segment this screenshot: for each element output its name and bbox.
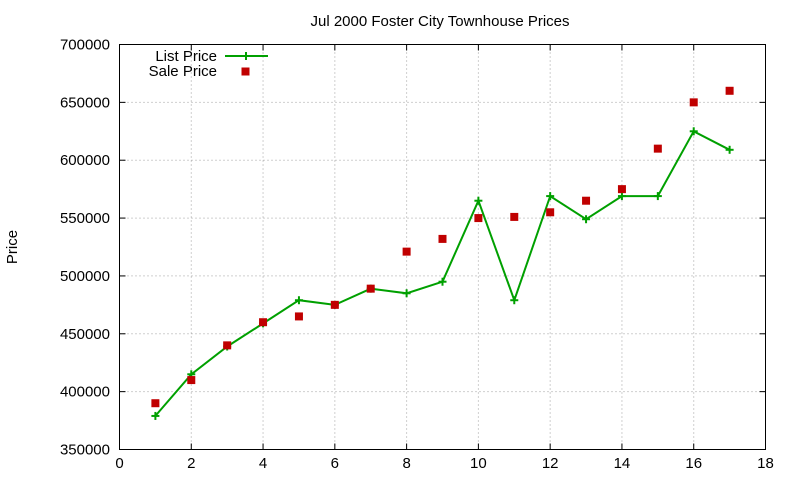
sale-price-point <box>474 214 483 223</box>
list-price-point <box>510 296 519 305</box>
list-price-point <box>725 145 734 154</box>
sale-price-point <box>223 341 232 350</box>
y-tick-labels: 350000 400000 450000 500000 550000 600000 6500… <box>60 37 110 459</box>
list-price-point <box>689 127 698 136</box>
x-tick-label: 2 <box>187 455 195 472</box>
sale-price-point <box>330 300 339 309</box>
chart-title: Jul 2000 Foster City Townhouse Prices <box>310 13 569 30</box>
axis-ticks <box>119 44 766 450</box>
x-tick-labels: 0 2 4 6 8 10 12 14 16 18 <box>115 455 774 472</box>
sale-price-point <box>582 196 591 205</box>
list-price-point <box>653 192 662 201</box>
legend-label-sale-price: Sale Price <box>149 63 217 80</box>
y-tick-label: 350000 <box>60 442 110 459</box>
series-layer <box>151 86 734 420</box>
y-tick-label: 400000 <box>60 384 110 401</box>
x-tick-label: 18 <box>757 455 774 472</box>
x-tick-label: 16 <box>685 455 702 472</box>
list-price-point <box>617 192 626 201</box>
list-price-point <box>582 215 591 224</box>
plot-frame <box>119 44 766 450</box>
y-tick-label: 650000 <box>60 94 110 111</box>
sale-price-point <box>294 312 303 321</box>
x-tick-label: 14 <box>614 455 631 472</box>
sale-price-point <box>187 376 196 385</box>
x-tick-label: 6 <box>331 455 339 472</box>
y-tick-label: 600000 <box>60 152 110 169</box>
y-tick-label: 500000 <box>60 268 110 285</box>
sale-price-point <box>510 212 519 221</box>
sale-price-point <box>438 234 447 243</box>
list-price-point <box>546 192 555 201</box>
legend-marker-sale-price <box>241 67 250 76</box>
sale-price-point <box>151 399 160 408</box>
sale-price-point <box>546 208 555 217</box>
list-price-point <box>402 289 411 298</box>
sale-price-point <box>259 318 268 327</box>
y-tick-label: 450000 <box>60 326 110 343</box>
grid <box>119 44 766 450</box>
list-price-line <box>154 129 731 417</box>
x-tick-label: 0 <box>115 455 123 472</box>
list-price-point <box>151 411 160 420</box>
sale-price-point <box>402 247 411 256</box>
sale-price-point <box>689 98 698 107</box>
sale-price-point <box>653 144 662 153</box>
list-price-point <box>438 277 447 286</box>
list-price-point <box>474 196 483 205</box>
sale-price-point <box>617 185 626 194</box>
y-axis-label: Price <box>4 230 21 264</box>
legend-label-list-price: List Price <box>155 48 217 65</box>
y-tick-label: 550000 <box>60 210 110 227</box>
x-tick-label: 12 <box>542 455 559 472</box>
sale-price-point <box>366 284 375 293</box>
legend: List Price Sale Price <box>149 48 268 80</box>
y-tick-label: 700000 <box>60 37 110 54</box>
sale-price-point <box>725 86 734 95</box>
legend-marker-list-price <box>242 52 250 60</box>
x-tick-label: 4 <box>259 455 267 472</box>
x-tick-label: 10 <box>470 455 487 472</box>
list-price-point <box>294 296 303 305</box>
x-tick-label: 8 <box>402 455 410 472</box>
